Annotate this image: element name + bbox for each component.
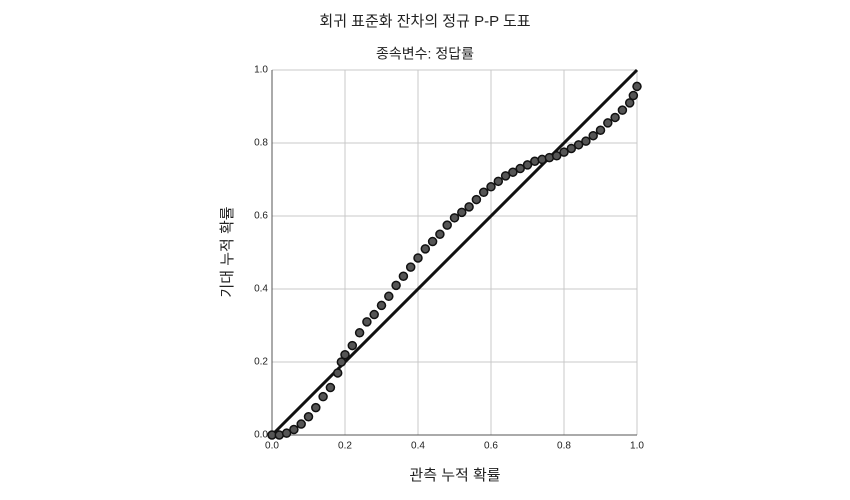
point [442, 220, 452, 230]
point [311, 402, 321, 413]
point [296, 419, 306, 429]
y-tick-label: 0.2 [254, 357, 268, 368]
point [332, 368, 343, 378]
point [413, 253, 423, 263]
point [289, 424, 299, 435]
point [347, 340, 358, 351]
y-tick-label: 0.8 [254, 138, 268, 149]
point [478, 187, 489, 198]
x-tick-label: 0.8 [557, 441, 571, 452]
point [573, 140, 584, 150]
point [318, 391, 328, 402]
point [632, 81, 642, 92]
x-tick-label: 0.4 [411, 441, 425, 452]
point [384, 291, 394, 302]
chart-title: 회귀 표준화 잔차의 정규 P-P 도표 [319, 13, 530, 30]
point [398, 271, 409, 281]
point [628, 90, 639, 101]
point [486, 182, 496, 192]
y-tick-label: 1.0 [254, 65, 268, 76]
x-tick-label: 1.0 [630, 441, 644, 452]
point [340, 349, 350, 360]
point [449, 213, 460, 223]
point [551, 151, 562, 161]
point [508, 167, 518, 177]
point [624, 98, 635, 108]
point [325, 382, 336, 393]
point [391, 280, 401, 291]
x-tick-label: 0.0 [265, 441, 279, 452]
point [427, 236, 438, 247]
y-axis-label: 기대 누적 확률 [219, 206, 236, 297]
point [595, 125, 606, 135]
x-tick-label: 0.2 [338, 441, 352, 452]
point [336, 357, 347, 367]
point [493, 176, 504, 187]
point [362, 317, 372, 327]
x-axis-label: 관측 누적 확률 [409, 467, 500, 484]
point [566, 143, 577, 154]
point [303, 412, 314, 422]
point [471, 194, 482, 205]
point [464, 202, 474, 212]
point [617, 105, 628, 115]
point [435, 229, 445, 239]
point [281, 428, 292, 438]
point [376, 300, 387, 311]
point [522, 160, 533, 170]
point [515, 163, 525, 174]
y-tick-label: 0.6 [254, 211, 268, 222]
point [588, 130, 598, 141]
point [610, 112, 620, 123]
reference-line [270, 68, 639, 437]
point [420, 244, 431, 254]
x-tick-label: 0.6 [484, 441, 498, 452]
point [581, 136, 591, 146]
y-tick-label: 0.0 [254, 430, 268, 441]
point [603, 118, 613, 128]
point [559, 147, 569, 157]
point [457, 207, 467, 218]
y-tick-label: 0.4 [254, 284, 268, 295]
point [354, 328, 365, 338]
point [369, 309, 379, 320]
point [500, 171, 511, 181]
point [405, 262, 416, 272]
chart-subtitle: 종속변수: 정답률 [376, 46, 474, 62]
